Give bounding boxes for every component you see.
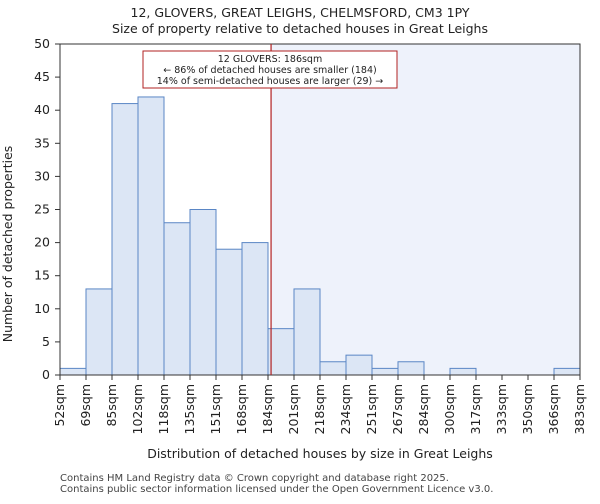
y-tick-label: 0 [42, 367, 50, 382]
x-tick-label: 366sqm [546, 384, 561, 434]
y-tick-label: 50 [34, 36, 50, 51]
x-tick-label: 234sqm [338, 384, 353, 434]
bar-69sqm [85, 288, 113, 376]
x-tick-label: 85sqm [104, 384, 119, 427]
y-tick-label: 25 [34, 202, 50, 217]
bar-366sqm [553, 367, 581, 376]
x-tick-label: 118sqm [156, 384, 171, 434]
x-tick-label: 102sqm [130, 384, 145, 434]
bar-151sqm [215, 248, 243, 376]
x-tick-label: 350sqm [520, 384, 535, 434]
x-tick-label: 168sqm [234, 384, 249, 434]
x-tick-label: 151sqm [208, 384, 223, 434]
x-tick-label: 218sqm [312, 384, 327, 434]
y-tick-label: 40 [34, 102, 50, 117]
x-tick-label: 201sqm [286, 384, 301, 434]
x-tick-label: 383sqm [572, 384, 587, 434]
plot-area: 0 5 10 15 20 25 30 35 40 45 50 52sqm 69sqm 85sqm 102sq… [34, 36, 587, 434]
y-tick-label: 45 [34, 69, 50, 84]
bar-201sqm [293, 288, 321, 376]
x-tick-label: 251sqm [364, 384, 379, 434]
y-tick-label: 20 [34, 235, 50, 250]
chart-title: 12, GLOVERS, GREAT LEIGHS, CHELMSFORD, C… [131, 5, 470, 20]
chart-subtitle: Size of property relative to detached ho… [112, 21, 488, 36]
bar-135sqm [189, 209, 217, 376]
bar-267sqm [397, 361, 425, 376]
y-tick-label: 15 [34, 268, 50, 283]
y-tick-label: 5 [42, 334, 50, 349]
x-tick-label: 135sqm [182, 384, 197, 434]
x-tick-label: 333sqm [494, 384, 509, 434]
bar-218sqm [319, 361, 347, 376]
footer-line-2: Contains public sector information licen… [60, 484, 494, 495]
x-axis-label: Distribution of detached houses by size … [147, 446, 493, 461]
y-tick-label: 30 [34, 168, 50, 183]
x-tick-label: 284sqm [416, 384, 431, 434]
bar-52sqm [59, 367, 87, 376]
larger-region-shade [271, 44, 580, 375]
bar-251sqm [371, 367, 399, 376]
y-tick-label: 10 [34, 301, 50, 316]
annotation-line-3: 14% of semi-detached houses are larger (… [157, 76, 384, 87]
bar-85sqm [111, 103, 139, 376]
x-tick-label: 300sqm [442, 384, 457, 434]
y-tick-label: 35 [34, 135, 50, 150]
annotation-line-2: ← 86% of detached houses are smaller (18… [163, 65, 376, 76]
x-tick-label: 184sqm [260, 384, 275, 434]
y-axis-label: Number of detached properties [0, 146, 15, 343]
x-tick-label: 69sqm [78, 384, 93, 427]
annotation-line-1: 12 GLOVERS: 186sqm [218, 54, 322, 65]
footer: Contains HM Land Registry data © Crown c… [60, 473, 493, 495]
bar-300sqm [449, 367, 477, 376]
bar-168sqm [241, 242, 269, 376]
bar-118sqm [163, 222, 191, 376]
bar-102sqm [137, 96, 165, 376]
footer-line-1: Contains HM Land Registry data © Crown c… [60, 473, 449, 484]
bar-234sqm [345, 354, 373, 376]
x-tick-label: 317sqm [468, 384, 483, 434]
x-tick-label: 52sqm [52, 384, 67, 427]
annotation-box [142, 50, 398, 89]
x-tick-label: 267sqm [390, 384, 405, 434]
bar-184sqm [267, 328, 295, 376]
